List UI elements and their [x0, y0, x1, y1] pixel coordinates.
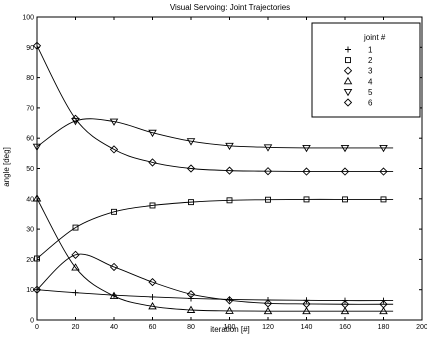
y-tick-label: 50 [26, 166, 34, 173]
legend-label-4: 4 [368, 77, 373, 86]
series-2-point [303, 196, 310, 203]
series-2-point [111, 208, 117, 215]
series-6-point [148, 158, 157, 167]
y-tick-label: 90 [26, 45, 34, 52]
series-5-point [379, 144, 388, 153]
series-3-point [225, 296, 234, 305]
series-2-point [72, 224, 79, 231]
series-5-point [340, 144, 350, 153]
y-tick-label: 30 [26, 227, 34, 234]
series-2-point [265, 196, 271, 203]
y-tick-label: 80 [26, 75, 34, 82]
series-4-point [71, 263, 80, 271]
x-tick-label: 60 [149, 324, 157, 331]
x-tick-label: 120 [262, 324, 274, 331]
x-tick-label: 40 [110, 324, 118, 331]
legend-label-3: 3 [368, 67, 373, 76]
series-5-point [263, 144, 273, 152]
series-3-line [36, 253, 394, 305]
series-2-point [34, 255, 40, 262]
series-6-point [32, 41, 42, 50]
series-4-point [148, 301, 157, 310]
x-tick-label: 0 [35, 324, 39, 331]
series-1-point [34, 286, 40, 293]
series-5-point [225, 142, 234, 151]
y-tick-label: 40 [26, 196, 34, 203]
x-tick-label: 80 [187, 324, 195, 331]
series-4-point [379, 306, 388, 315]
legend-title: joint # [363, 33, 386, 42]
x-tick-label: 180 [378, 324, 390, 331]
series-5-point [32, 143, 42, 152]
legend-label-1: 1 [368, 46, 373, 55]
series-3-point [186, 290, 196, 299]
series-6-point [109, 145, 119, 154]
series-2-point [188, 199, 194, 206]
y-axis-label: angle [deg] [2, 147, 11, 187]
series-6-point [263, 167, 273, 176]
series-2-point [226, 197, 233, 204]
legend-marker-2 [345, 57, 351, 64]
legend-marker-4 [343, 76, 353, 85]
x-tick-label: 20 [72, 324, 80, 331]
series-4-point [186, 305, 196, 313]
series-2-point [380, 196, 387, 203]
series-1-point [188, 295, 194, 302]
series-6-point [340, 167, 350, 176]
y-tick-label: 0 [30, 318, 34, 325]
series-5-point [302, 144, 311, 153]
series-4-point [302, 306, 311, 315]
series-4-point [109, 291, 119, 300]
series-5-point [109, 118, 119, 126]
chart-title: Visual Servoing: Joint Trajectories [170, 3, 290, 12]
legend-label-5: 5 [368, 88, 373, 97]
series-6-line [36, 45, 394, 173]
series-4-point [225, 306, 234, 314]
series-6-point [302, 167, 311, 176]
series-1-point [72, 289, 79, 296]
series-1-point [149, 293, 156, 300]
series-6-point [186, 164, 196, 173]
x-axis-label: iteration [#] [210, 325, 250, 334]
legend-label-2: 2 [368, 56, 373, 65]
series-5-point [71, 117, 80, 126]
series-4-line [36, 198, 394, 312]
series-2-line [36, 198, 394, 259]
series-3-point [71, 250, 80, 259]
series-4-point [32, 194, 42, 202]
y-tick-label: 10 [26, 287, 34, 294]
series-2-point [342, 196, 348, 203]
series-5-point [186, 138, 196, 146]
series-3-point [109, 262, 119, 272]
y-tick-label: 20 [26, 257, 34, 264]
series-5-line [36, 118, 394, 149]
series-4-point [263, 306, 273, 315]
x-tick-label: 100 [224, 324, 236, 331]
series-3-point [148, 277, 157, 287]
legend-marker-6 [343, 98, 353, 107]
legend-marker-3 [343, 66, 353, 75]
legend-marker-1 [345, 46, 351, 53]
y-tick-label: 60 [26, 136, 34, 143]
series-5-point [148, 129, 157, 138]
y-tick-label: 70 [26, 105, 34, 112]
series-6-point [225, 166, 234, 175]
series-6-point [379, 167, 388, 176]
series-4-point [340, 306, 350, 315]
series-3-point [32, 285, 42, 294]
x-tick-label: 140 [301, 324, 313, 331]
x-tick-label: 160 [339, 324, 351, 331]
legend-marker-5 [343, 88, 353, 97]
series-6-point [71, 114, 80, 123]
series-1-line [36, 289, 394, 302]
series-2-point [149, 202, 156, 209]
x-tick-label: 200 [416, 324, 427, 331]
legend-box [311, 22, 421, 118]
y-tick-label: 100 [22, 15, 34, 22]
legend-label-6: 6 [368, 99, 373, 108]
